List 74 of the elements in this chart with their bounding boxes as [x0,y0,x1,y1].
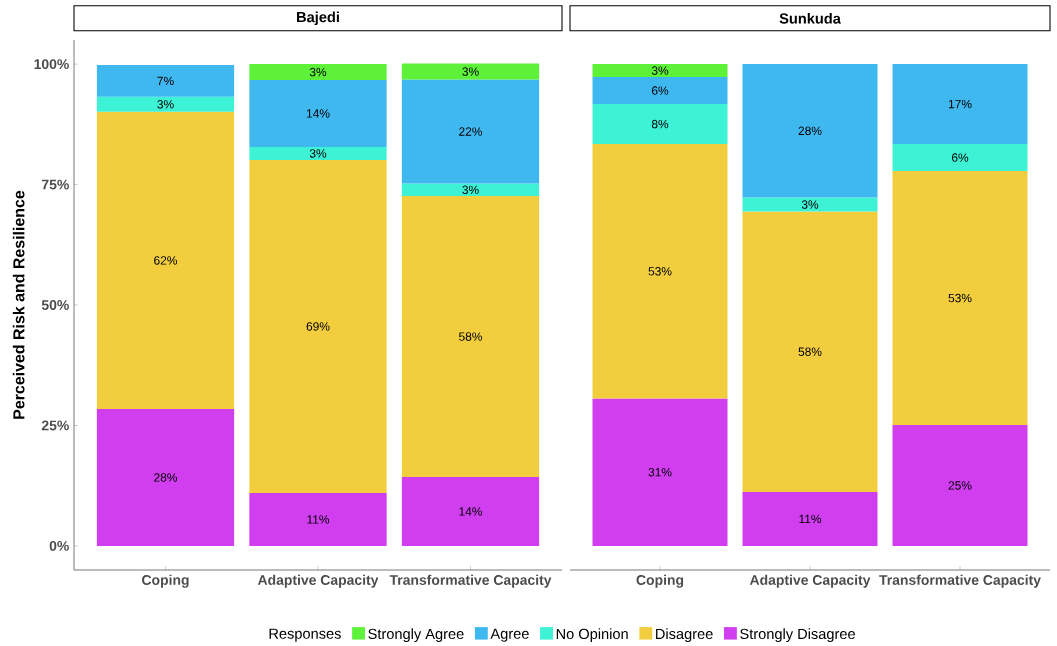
data-label: 14% [306,109,330,118]
bar [401,79,540,184]
bar [592,104,728,145]
bar [892,171,1028,425]
bar [249,492,387,546]
data-label: 6% [951,153,969,162]
data-label: 28% [154,473,178,482]
data-label: 7% [157,76,174,86]
data-label: 3% [651,66,669,75]
y-tick-label: 75% [41,179,69,190]
y-tick-label: 25% [41,420,69,431]
bar [592,144,728,399]
bar [892,144,1028,172]
data-label: 3% [462,185,479,195]
data-label: 69% [306,322,330,331]
bar [249,64,387,80]
x-tick-label: Transformative Capacity [389,574,552,588]
bar [96,96,235,112]
bar [742,211,878,492]
x-tick-label: Adaptive Capacity [749,574,871,588]
data-label: 3% [309,67,327,77]
bar [96,409,235,546]
bar [592,77,728,105]
legend-label: Disagree [656,628,713,642]
x-tick-label: Adaptive Capacity [257,574,379,588]
data-label: 58% [459,332,483,341]
data-label: 3% [309,149,327,158]
data-label: 31% [648,467,672,477]
data-label: 3% [157,100,174,109]
data-label: 3% [462,67,479,76]
legend-label: Strongly Disagree [740,628,855,642]
data-label: 8% [651,119,669,129]
bar [892,424,1028,546]
x-tick-label: Transformative Capacity [879,574,1041,588]
legend-label: No Opinion [556,628,628,642]
data-label: 53% [648,267,672,276]
legend-title: Responses [269,628,341,642]
y-axis-title: Perceived Risk and Resilience [12,190,25,419]
chart-title: Sunkuda [779,12,841,24]
y-tick-label: 50% [41,300,69,310]
bar [249,79,387,147]
legend-label: Agree [490,628,529,642]
bar [592,398,728,546]
bar [401,477,540,546]
data-label: 11% [307,515,330,524]
bar [742,197,878,212]
bar [592,64,728,78]
data-label: 28% [798,126,822,136]
bar [892,64,1028,145]
bar [249,159,387,493]
data-label: 53% [948,293,972,303]
data-label: 3% [801,200,819,209]
bar [249,146,387,160]
bar [96,111,235,410]
data-label: 62% [154,256,178,265]
data-label: 17% [948,99,972,109]
data-label: 11% [799,514,822,524]
legend-label: Strongly Agree [368,628,464,642]
data-label: 58% [798,347,822,356]
chart-title: Bajedi [297,11,339,26]
bar [742,64,878,198]
data-label: 14% [459,507,483,516]
x-tick-label: Coping [636,574,684,588]
data-label: 22% [459,127,483,136]
bar [401,196,540,478]
data-label: 25% [948,481,972,490]
data-label: 6% [651,86,669,95]
y-tick-label: 0% [49,540,69,551]
bar [401,183,540,197]
bar [401,63,540,80]
bar [742,491,878,546]
y-tick-label: 100% [34,59,69,70]
bar [96,65,235,97]
x-tick-label: Coping [142,574,189,588]
